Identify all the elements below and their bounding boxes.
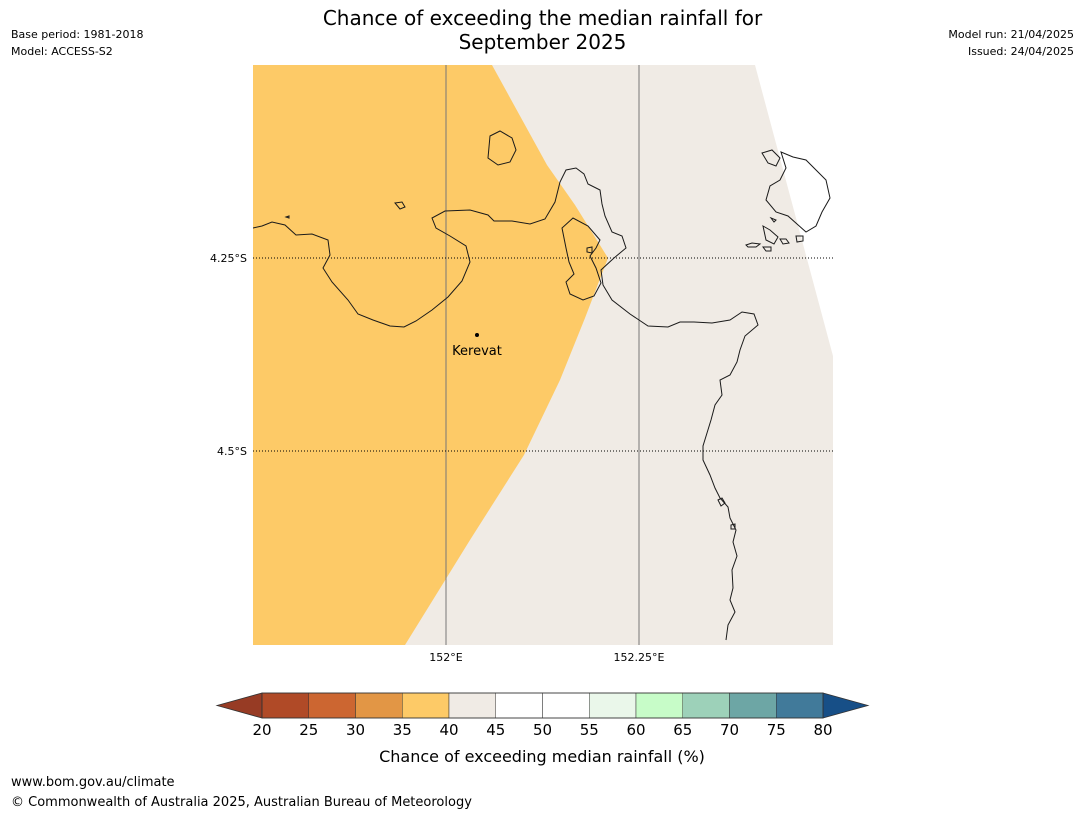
islet-east-3 (762, 225, 779, 245)
colorbar-tick-label: 50 (533, 721, 552, 739)
colorbar-tick-label: 75 (767, 721, 786, 739)
coastline-inlet (561, 217, 602, 301)
colorbar-segment (308, 692, 356, 719)
colorbar-outline (261, 692, 824, 719)
issued-text: Issued: 24/04/2025 (967, 45, 1074, 58)
footer-copyright: © Commonwealth of Australia 2025, Austra… (11, 795, 472, 810)
islet-east-5 (779, 238, 790, 245)
colorbar-tick-label: 45 (486, 721, 505, 739)
model-run-text: Model run: 21/04/2025 (948, 28, 1074, 41)
colorbar-tick-label: 40 (439, 721, 458, 739)
model-text: Model: ACCESS-S2 (11, 45, 113, 58)
title-line-2: September 2025 (458, 30, 627, 54)
kerevat-label: Kerevat (452, 344, 502, 359)
lat-label-4-5: 4.5°S (217, 445, 247, 458)
colorbar-tick-label: 35 (393, 721, 412, 739)
title-line-1: Chance of exceeding the median rainfall … (322, 6, 763, 30)
islet-east-6 (795, 235, 804, 243)
island-north (487, 130, 517, 166)
colorbar-tick-label: 20 (252, 721, 271, 739)
colorbar-segment (635, 692, 683, 719)
colorbar-tick-label: 30 (346, 721, 365, 739)
metadata-left: Base period: 1981-2018 Model: ACCESS-S2 (11, 26, 143, 60)
islet-inlet (586, 246, 593, 254)
colorbar-ticks: 20 25 30 35 40 45 50 55 60 65 70 75 80 (252, 721, 832, 739)
colorbar-tick-label: 80 (813, 721, 832, 739)
colorbar-segment (402, 692, 450, 719)
colorbar-segment (542, 692, 590, 719)
colorbar-segment (729, 692, 777, 719)
colorbar-segments (261, 692, 824, 719)
colorbar-tick-label: 70 (720, 721, 739, 739)
islet-south-1 (717, 497, 726, 507)
islet-west (394, 201, 406, 210)
coastline (253, 130, 831, 641)
island-east (765, 151, 831, 233)
footer-url[interactable]: www.bom.gov.au/climate (11, 775, 175, 790)
colorbar-segment (448, 692, 496, 719)
colorbar-segment (261, 692, 309, 719)
lon-label-152-25: 152.25°E (614, 651, 665, 664)
kerevat-marker (475, 333, 479, 337)
colorbar-tick-label: 60 (626, 721, 645, 739)
probability-band-35-40 (253, 65, 608, 645)
colorbar-tick-label: 25 (299, 721, 318, 739)
colorbar-segment (495, 692, 543, 719)
colorbar: 20 25 30 35 40 45 50 55 60 65 70 75 80 Chance of exc… (215, 692, 870, 766)
colorbar-segment (589, 692, 637, 719)
lon-label-152: 152°E (429, 651, 462, 664)
islet-east-4 (745, 242, 762, 248)
colorbar-extend-high (822, 692, 870, 719)
no-data-region (755, 65, 833, 356)
colorbar-segment (682, 692, 730, 719)
colorbar-label: Chance of exceeding median rainfall (%) (379, 747, 705, 766)
metadata-right: Model run: 21/04/2025 Issued: 24/04/2025 (948, 26, 1074, 60)
colorbar-segment (776, 692, 824, 719)
islet-east-2 (769, 216, 777, 223)
colorbar-tick-label: 65 (673, 721, 692, 739)
islet-east-7 (762, 246, 772, 252)
base-period-text: Base period: 1981-2018 (11, 28, 144, 41)
islet-far-west (284, 215, 290, 219)
colorbar-segment (355, 692, 403, 719)
coastline-main (253, 167, 759, 641)
lat-label-4-25: 4.25°S (210, 252, 247, 265)
colorbar-extend-low (215, 692, 263, 719)
map-title: Chance of exceeding the median rainfall … (0, 6, 1085, 54)
islet-south-2 (730, 523, 736, 530)
map-panel: Kerevat (253, 65, 833, 645)
islet-east-1 (761, 149, 781, 167)
colorbar-tick-label: 55 (580, 721, 599, 739)
